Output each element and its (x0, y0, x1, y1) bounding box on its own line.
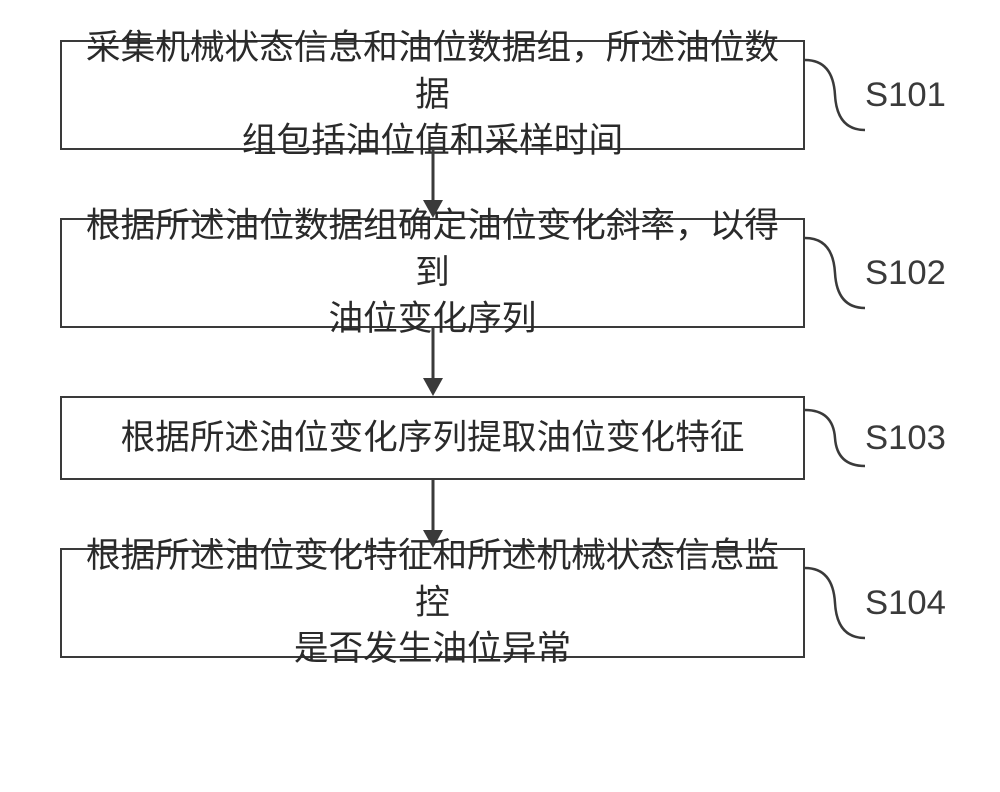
label-wrap-1: S101 (805, 40, 946, 150)
flow-box-4: 根据所述油位变化特征和所述机械状态信息监控 是否发生油位异常 (60, 548, 805, 658)
flow-box-1: 采集机械状态信息和油位数据组，所述油位数据 组包括油位值和采样时间 (60, 40, 805, 150)
flow-box-2: 根据所述油位数据组确定油位变化斜率，以得到 油位变化序列 (60, 218, 805, 328)
flow-box-1-line1: 采集机械状态信息和油位数据组，所述油位数据 (86, 29, 779, 114)
flow-row-3: 根据所述油位变化序列提取油位变化特征 S103 (60, 396, 1000, 480)
flow-box-4-line2: 是否发生油位异常 (294, 630, 571, 668)
flowchart-container: 采集机械状态信息和油位数据组，所述油位数据 组包括油位值和采样时间 S101 根… (0, 0, 1000, 792)
step-label-1: S101 (865, 76, 946, 115)
flow-box-4-line1: 根据所述油位变化特征和所述机械状态信息监控 (86, 537, 779, 622)
label-wrap-3: S103 (805, 396, 946, 480)
label-wrap-4: S104 (805, 548, 946, 658)
flow-box-3: 根据所述油位变化序列提取油位变化特征 (60, 396, 805, 480)
flow-row-1: 采集机械状态信息和油位数据组，所述油位数据 组包括油位值和采样时间 S101 (60, 40, 1000, 150)
connector-curve-1 (805, 40, 865, 150)
label-wrap-2: S102 (805, 218, 946, 328)
flow-row-4: 根据所述油位变化特征和所述机械状态信息监控 是否发生油位异常 S104 (60, 548, 1000, 658)
connector-curve-2 (805, 218, 865, 328)
connector-curve-3 (805, 396, 865, 480)
step-label-3: S103 (865, 419, 946, 458)
arrow-icon (413, 328, 453, 396)
flow-row-2: 根据所述油位数据组确定油位变化斜率，以得到 油位变化序列 S102 (60, 218, 1000, 328)
flow-box-3-line1: 根据所述油位变化序列提取油位变化特征 (121, 419, 745, 457)
connector-curve-4 (805, 548, 865, 658)
step-label-4: S104 (865, 584, 946, 623)
flow-box-2-line1: 根据所述油位数据组确定油位变化斜率，以得到 (86, 207, 779, 292)
step-label-2: S102 (865, 254, 946, 293)
